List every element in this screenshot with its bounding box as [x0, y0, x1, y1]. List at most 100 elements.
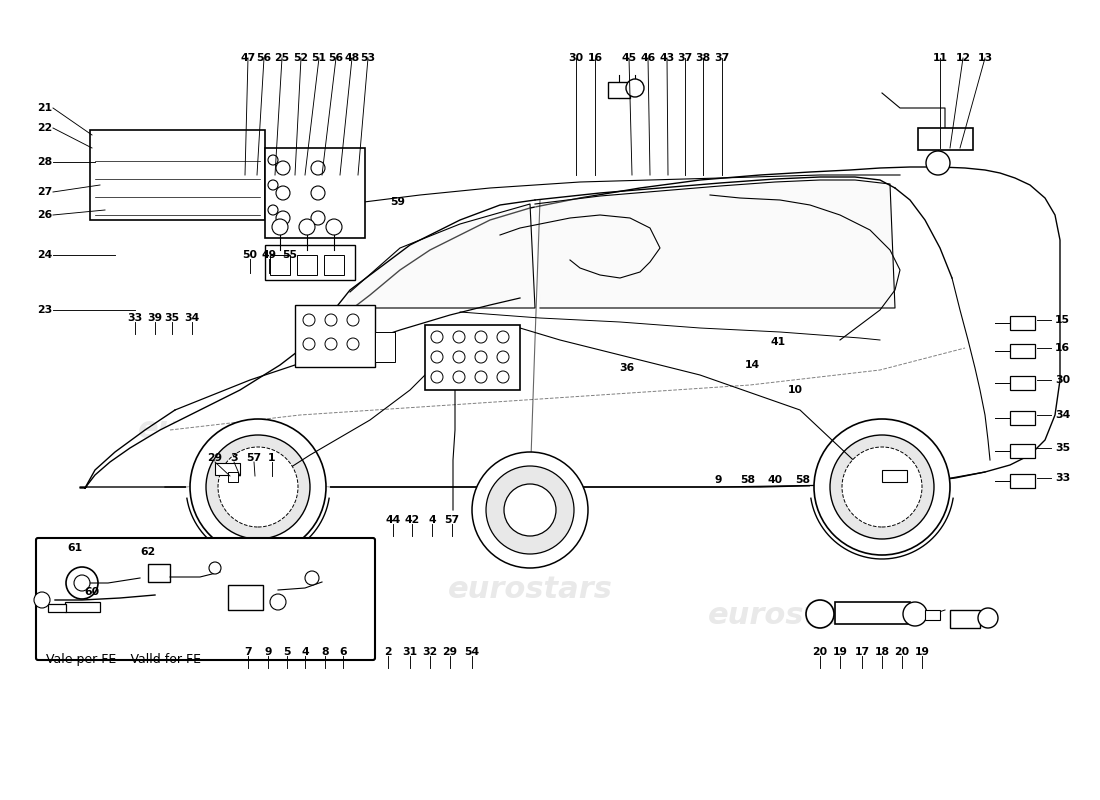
Text: 31: 31	[403, 647, 418, 657]
Text: 23: 23	[37, 305, 53, 315]
Bar	[214, 463, 240, 475]
Circle shape	[497, 351, 509, 363]
Circle shape	[268, 180, 278, 190]
Text: 16: 16	[587, 53, 603, 63]
Text: 33: 33	[1055, 473, 1070, 483]
Text: 35: 35	[1055, 443, 1070, 453]
Circle shape	[302, 338, 315, 350]
Circle shape	[226, 455, 290, 519]
Text: 24: 24	[37, 250, 53, 260]
Bar	[228, 472, 238, 482]
Circle shape	[486, 466, 574, 554]
Circle shape	[346, 314, 359, 326]
Circle shape	[324, 314, 337, 326]
Text: eurostars: eurostars	[138, 415, 302, 445]
Text: 6: 6	[339, 647, 346, 657]
Text: 58: 58	[740, 475, 756, 485]
Bar	[882, 470, 908, 482]
Text: 9: 9	[714, 475, 722, 485]
Text: 33: 33	[128, 313, 143, 323]
Text: 9: 9	[264, 647, 272, 657]
Bar	[1010, 344, 1035, 358]
Bar	[265, 148, 365, 238]
Text: 46: 46	[640, 53, 656, 63]
Bar	[608, 82, 630, 98]
Circle shape	[268, 155, 278, 165]
Text: 25: 25	[274, 53, 289, 63]
Circle shape	[74, 575, 90, 591]
Circle shape	[326, 219, 342, 235]
Bar	[925, 610, 940, 620]
Text: 55: 55	[283, 250, 297, 260]
Text: 34: 34	[185, 313, 199, 323]
Text: 45: 45	[621, 53, 637, 63]
Text: 27: 27	[37, 187, 53, 197]
Text: 58: 58	[795, 475, 811, 485]
Bar	[950, 610, 980, 628]
Circle shape	[903, 602, 927, 626]
Text: 3: 3	[230, 453, 238, 463]
Text: 13: 13	[978, 53, 992, 63]
Text: 38: 38	[695, 53, 711, 63]
Circle shape	[453, 331, 465, 343]
Text: 59: 59	[390, 197, 406, 207]
Text: 7: 7	[244, 647, 252, 657]
Text: Vale per FE – Valld for FE: Vale per FE – Valld for FE	[46, 653, 201, 666]
Circle shape	[497, 371, 509, 383]
Text: 30: 30	[569, 53, 584, 63]
Circle shape	[504, 484, 556, 536]
Text: 26: 26	[37, 210, 53, 220]
Text: 48: 48	[344, 53, 360, 63]
Bar	[425, 325, 520, 390]
Circle shape	[34, 592, 50, 608]
FancyBboxPatch shape	[36, 538, 375, 660]
Polygon shape	[535, 180, 895, 308]
Text: 4: 4	[428, 515, 436, 525]
Bar	[324, 255, 344, 275]
Circle shape	[850, 455, 914, 519]
Text: 5: 5	[284, 647, 290, 657]
Text: 18: 18	[874, 647, 890, 657]
Text: 42: 42	[405, 515, 419, 525]
Text: 57: 57	[246, 453, 262, 463]
Bar	[65, 602, 100, 612]
Circle shape	[311, 211, 324, 225]
Bar	[148, 564, 170, 582]
Circle shape	[346, 338, 359, 350]
Circle shape	[453, 351, 465, 363]
Circle shape	[218, 447, 298, 527]
Text: 20: 20	[813, 647, 827, 657]
Text: 36: 36	[619, 363, 635, 373]
Circle shape	[472, 452, 588, 568]
Circle shape	[206, 435, 310, 539]
Text: 19: 19	[833, 647, 847, 657]
Text: 60: 60	[85, 587, 100, 597]
Text: eurostars: eurostars	[707, 601, 872, 630]
Bar	[265, 245, 355, 280]
Text: 16: 16	[1055, 343, 1070, 353]
Circle shape	[806, 600, 834, 628]
Circle shape	[926, 151, 950, 175]
Bar	[228, 585, 263, 610]
Bar	[1010, 411, 1035, 425]
Circle shape	[66, 567, 98, 599]
Circle shape	[302, 314, 315, 326]
Circle shape	[209, 562, 221, 574]
Text: 1: 1	[268, 453, 276, 463]
Text: 53: 53	[361, 53, 375, 63]
Bar	[835, 602, 910, 624]
Circle shape	[431, 331, 443, 343]
Bar	[1010, 316, 1035, 330]
Circle shape	[814, 419, 950, 555]
Bar	[48, 604, 66, 612]
Text: 22: 22	[37, 123, 53, 133]
Circle shape	[497, 331, 509, 343]
Circle shape	[276, 161, 290, 175]
Circle shape	[276, 186, 290, 200]
Text: 39: 39	[147, 313, 163, 323]
Text: 43: 43	[659, 53, 674, 63]
Text: 56: 56	[256, 53, 272, 63]
Text: 56: 56	[329, 53, 343, 63]
Text: 2: 2	[384, 647, 392, 657]
Text: 41: 41	[770, 337, 785, 347]
